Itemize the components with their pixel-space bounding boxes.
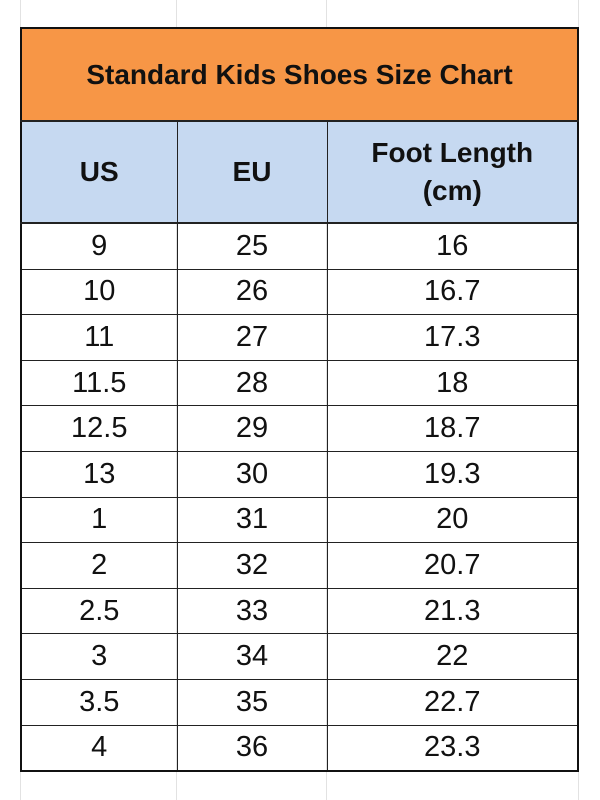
cell-foot-length: 23.3 [326, 724, 579, 772]
cell-us: 10 [20, 268, 178, 316]
cell-eu: 34 [176, 633, 328, 680]
cell-foot-length: 20 [326, 496, 579, 544]
table-row: 9 25 16 [20, 222, 579, 270]
cell-foot-length: 22.7 [326, 678, 579, 726]
cell-eu: 28 [176, 359, 328, 407]
cell-foot-length: 21.3 [326, 587, 579, 635]
cell-foot-length: 16 [326, 222, 579, 270]
cell-foot-length: 20.7 [326, 542, 579, 589]
cell-eu: 30 [176, 450, 328, 498]
cell-us: 3.5 [20, 678, 178, 726]
table-row: 10 26 16.7 [20, 268, 579, 316]
cell-foot-length: 18.7 [326, 405, 579, 452]
table-row: 2.5 33 21.3 [20, 587, 579, 635]
header-eu: EU [176, 120, 328, 224]
cell-eu: 36 [176, 724, 328, 772]
cell-eu: 26 [176, 268, 328, 316]
cell-eu: 29 [176, 405, 328, 452]
cell-eu: 33 [176, 587, 328, 635]
cell-foot-length: 17.3 [326, 314, 579, 361]
table-row: 3 34 22 [20, 633, 579, 680]
cell-foot-length: 16.7 [326, 268, 579, 316]
cell-us: 12.5 [20, 405, 178, 452]
cell-eu: 27 [176, 314, 328, 361]
cell-foot-length: 22 [326, 633, 579, 680]
table-row: 1 31 20 [20, 496, 579, 544]
header-foot-length: Foot Length (cm) [326, 120, 579, 224]
table-row: 12.5 29 18.7 [20, 405, 579, 452]
cell-us: 4 [20, 724, 178, 772]
cell-us: 3 [20, 633, 178, 680]
table-row: 2 32 20.7 [20, 542, 579, 589]
table-title: Standard Kids Shoes Size Chart [20, 27, 579, 122]
table-row: 11.5 28 18 [20, 359, 579, 407]
cell-us: 2 [20, 542, 178, 589]
cell-eu: 31 [176, 496, 328, 544]
table-row: 4 36 23.3 [20, 724, 579, 772]
cell-eu: 32 [176, 542, 328, 589]
header-us: US [20, 120, 178, 224]
header-foot-length-line1: Foot Length [371, 137, 534, 168]
cell-foot-length: 19.3 [326, 450, 579, 498]
cell-us: 9 [20, 222, 178, 270]
header-foot-length-line2: (cm) [422, 175, 482, 206]
cell-foot-length: 18 [326, 359, 579, 407]
cell-eu: 25 [176, 222, 328, 270]
cell-us: 11.5 [20, 359, 178, 407]
cell-us: 13 [20, 450, 178, 498]
cell-us: 11 [20, 314, 178, 361]
size-chart-table: Standard Kids Shoes Size Chart US EU Foo… [20, 27, 579, 773]
cell-us: 2.5 [20, 587, 178, 635]
table-row: 3.5 35 22.7 [20, 678, 579, 726]
cell-eu: 35 [176, 678, 328, 726]
table-row: 11 27 17.3 [20, 314, 579, 361]
cell-us: 1 [20, 496, 178, 544]
table-row: 13 30 19.3 [20, 450, 579, 498]
